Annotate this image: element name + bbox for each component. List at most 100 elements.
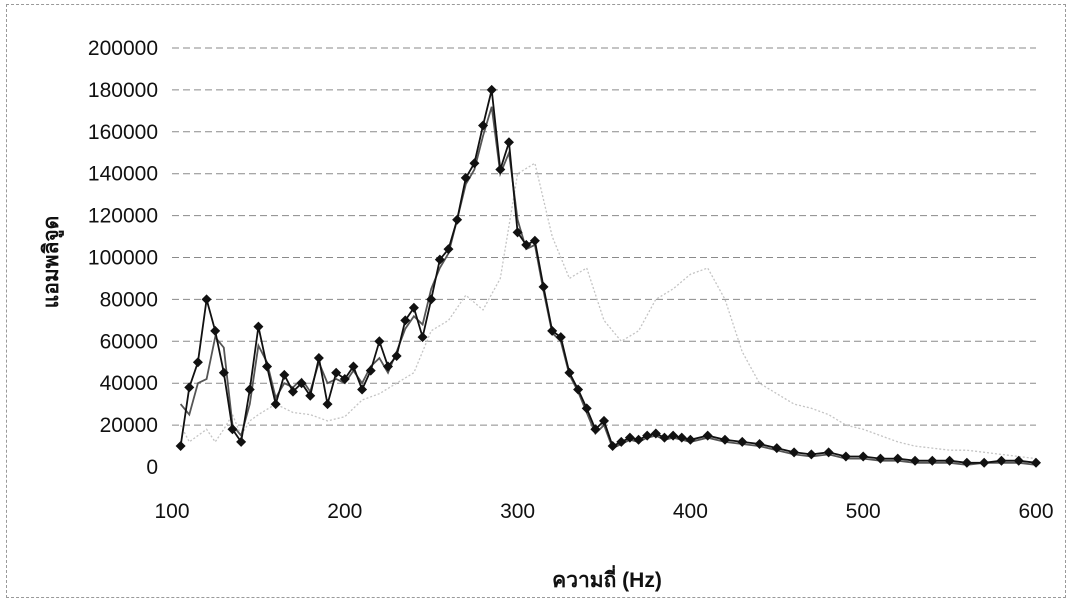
- data-point: [469, 158, 480, 169]
- data-point: [1031, 457, 1041, 468]
- data-point: [624, 432, 635, 443]
- data-point: [400, 315, 411, 326]
- data-point: [840, 451, 851, 462]
- data-point: [227, 424, 238, 435]
- chart-frame: [6, 4, 1066, 598]
- data-point: [365, 365, 376, 376]
- series-line: [180, 162, 1037, 460]
- data-point: [253, 321, 264, 332]
- data-point: [607, 441, 618, 452]
- data-point: [875, 453, 886, 464]
- data-point: [719, 434, 730, 445]
- data-point: [201, 294, 212, 305]
- x-tick-labels: 100 200 300 400 500 600: [154, 500, 1053, 523]
- data-point: [452, 214, 463, 225]
- data-point: [538, 281, 549, 292]
- data-point: [262, 361, 273, 372]
- y-axis-title: แอมพลิจูด: [40, 216, 65, 309]
- data-point: [495, 164, 506, 175]
- y-tick-label: 0: [146, 456, 158, 479]
- data-point: [737, 436, 748, 447]
- data-point: [564, 367, 575, 378]
- data-point: [650, 428, 661, 439]
- data-point: [616, 436, 627, 447]
- data-point: [210, 325, 221, 336]
- data-point: [806, 449, 817, 460]
- data-point: [486, 84, 497, 95]
- series-layer: [175, 84, 1041, 468]
- data-point: [331, 367, 342, 378]
- data-point: [754, 438, 765, 449]
- x-tick-label: 600: [1018, 500, 1053, 523]
- y-tick-label: 20000: [100, 414, 158, 437]
- data-point: [573, 384, 584, 395]
- data-point: [676, 432, 687, 443]
- y-tick-label: 200000: [88, 37, 158, 60]
- data-point: [357, 384, 368, 395]
- data-point: [961, 457, 972, 468]
- data-point: [927, 455, 938, 466]
- data-point: [322, 399, 333, 410]
- data-point: [789, 447, 800, 458]
- data-point: [218, 367, 229, 378]
- data-point: [581, 403, 592, 414]
- data-point: [590, 424, 601, 435]
- data-point: [305, 390, 316, 401]
- data-point: [1013, 455, 1024, 466]
- data-point: [443, 244, 454, 255]
- data-point: [383, 361, 393, 372]
- data-point: [979, 457, 990, 468]
- data-point: [236, 436, 247, 447]
- data-point: [339, 374, 350, 385]
- data-point: [348, 361, 359, 372]
- data-point: [374, 336, 385, 347]
- data-point: [642, 430, 653, 441]
- data-point: [771, 443, 782, 454]
- data-point: [702, 430, 713, 441]
- x-tick-label: 100: [154, 500, 189, 523]
- data-point: [685, 434, 696, 445]
- data-point: [823, 447, 834, 458]
- y-tick-label: 120000: [88, 205, 158, 228]
- data-point: [503, 137, 514, 148]
- series-line: [179, 106, 1037, 466]
- data-point: [460, 172, 471, 183]
- x-tick-label: 200: [327, 500, 362, 523]
- data-point: [296, 378, 307, 389]
- data-point: [555, 332, 566, 343]
- data-point: [175, 441, 186, 452]
- y-tick-label: 60000: [100, 330, 158, 353]
- x-tick-label: 300: [500, 500, 535, 523]
- y-tick-labels: 0 20000 40000 60000 80000 100000 120000 140000 1…: [88, 37, 158, 479]
- data-point: [408, 302, 419, 313]
- y-tick-label: 40000: [100, 372, 158, 395]
- data-point: [944, 455, 955, 466]
- series-2: [179, 106, 1037, 466]
- data-point: [244, 384, 255, 395]
- data-point: [521, 239, 532, 250]
- data-point: [633, 434, 644, 445]
- y-tick-label: 140000: [88, 163, 158, 186]
- data-point: [910, 455, 921, 466]
- y-tick-label: 100000: [88, 247, 158, 270]
- data-point: [287, 386, 298, 397]
- data-point: [858, 451, 869, 462]
- data-point: [659, 432, 670, 443]
- data-point: [417, 332, 428, 343]
- x-tick-label: 500: [846, 500, 881, 523]
- data-point: [599, 415, 609, 426]
- y-tick-label: 160000: [88, 121, 158, 144]
- data-point: [426, 294, 437, 305]
- data-point: [279, 369, 290, 380]
- x-tick-label: 400: [673, 500, 708, 523]
- data-point: [313, 353, 324, 364]
- data-point: [892, 453, 903, 464]
- gridlines: [172, 47, 1036, 426]
- data-point: [478, 120, 489, 131]
- data-point: [668, 430, 679, 441]
- data-point: [547, 325, 558, 336]
- y-tick-label: 180000: [88, 79, 158, 102]
- data-point: [512, 227, 523, 238]
- data-point: [434, 254, 445, 265]
